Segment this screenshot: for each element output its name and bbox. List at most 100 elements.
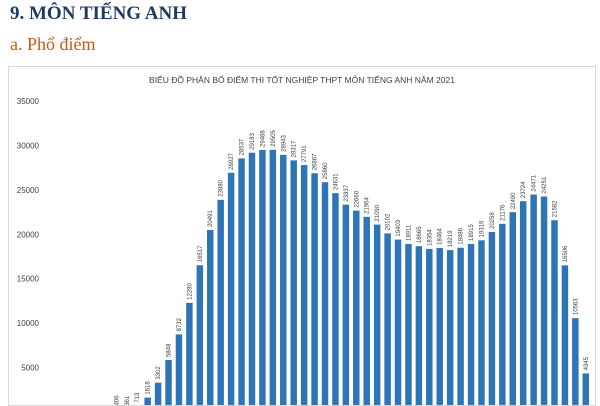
- bar: [436, 247, 443, 405]
- bar: [499, 223, 506, 405]
- bar-value-label: 18354: [427, 229, 433, 246]
- bar: [363, 216, 370, 405]
- bar-value-label: 713: [135, 392, 141, 403]
- bar-value-label: 24471: [532, 174, 538, 191]
- bar: [457, 247, 464, 405]
- bar-value-label: 18464: [438, 228, 444, 245]
- bar: [321, 182, 329, 405]
- bar: [259, 149, 266, 405]
- bar-value-label: 27791: [302, 145, 308, 162]
- bar-value-label: 361: [125, 395, 131, 405]
- y-tick-label: 15000: [17, 275, 40, 284]
- bar-value-label: 20491: [208, 210, 214, 227]
- bar: [561, 265, 569, 405]
- bar-value-label: 10563: [573, 298, 579, 315]
- bar: [300, 165, 308, 405]
- bar: [509, 212, 516, 405]
- bar-value-label: 22490: [511, 192, 517, 209]
- bar-value-label: 21964: [365, 196, 371, 213]
- bar: [519, 201, 527, 405]
- bar-value-label: 21090: [375, 204, 381, 221]
- bar-value-label: 18915: [469, 224, 475, 241]
- bar-value-label: 20102: [386, 213, 392, 230]
- bar-value-label: 18665: [417, 226, 423, 243]
- chart-container: BIỂU ĐỒ PHÂN BỐ ĐIỂM THI TỐT NGHIỆP THPT…: [8, 66, 596, 406]
- bar-value-label: 28943: [281, 134, 287, 151]
- bar: [342, 204, 350, 405]
- bar-value-label: 23724: [521, 181, 527, 198]
- bar-value-label: 3302: [156, 366, 162, 380]
- bar-value-label: 8732: [177, 317, 183, 331]
- bar-value-label: 20258: [490, 212, 496, 229]
- bar: [467, 243, 475, 405]
- bar-value-label: 28537: [240, 138, 246, 155]
- y-tick-label: 20000: [17, 230, 40, 239]
- bar-value-label: 23880: [219, 179, 225, 196]
- bar: [196, 265, 204, 405]
- bar-value-label: 18486: [459, 227, 465, 244]
- bar: [582, 373, 590, 405]
- y-tick-label: 35000: [17, 97, 40, 106]
- bar: [540, 196, 548, 405]
- bar: [238, 158, 245, 405]
- subsection-title: a. Phổ điểm: [10, 34, 96, 54]
- bar: [175, 334, 183, 405]
- y-tick-label: 5000: [21, 364, 39, 373]
- bar: [384, 233, 391, 405]
- bar-value-label: 24631: [333, 173, 339, 190]
- bar: [405, 243, 412, 405]
- bar-value-label: 16517: [198, 245, 204, 262]
- y-tick-label: 25000: [17, 186, 40, 195]
- bar: [373, 224, 381, 405]
- bar: [154, 382, 162, 405]
- bar-value-label: 22660: [354, 190, 360, 207]
- bar-value-label: 25860: [323, 162, 329, 179]
- bar-value-label: 16506: [563, 245, 569, 262]
- bar-value-label: 21176: [500, 204, 506, 221]
- bar: [415, 246, 423, 405]
- bar: [269, 149, 277, 405]
- bar-value-label: 26867: [313, 153, 319, 170]
- bar-value-label: 1618: [146, 381, 152, 395]
- bar-value-label: 24251: [542, 176, 548, 193]
- bar-value-label: 29183: [250, 132, 256, 149]
- bar: [144, 397, 151, 405]
- bar-value-label: 28317: [292, 140, 298, 157]
- bar-value-label: 29505: [271, 129, 277, 146]
- bar: [332, 193, 339, 405]
- bar: [217, 199, 224, 405]
- bar: [426, 248, 433, 405]
- y-tick-label: 30000: [17, 141, 40, 150]
- bar: [353, 210, 360, 405]
- section-title: 9. MÔN TIẾNG ANH: [10, 3, 188, 24]
- bar-value-label: 19403: [396, 219, 402, 236]
- bar-value-label: 21582: [552, 200, 558, 217]
- bar-value-label: 5848: [167, 343, 173, 357]
- bar: [572, 318, 579, 405]
- bar-value-label: 19319: [479, 220, 485, 237]
- chart-title: BIỂU ĐỒ PHÂN BỐ ĐIỂM THI TỐT NGHIỆP THPT…: [149, 74, 455, 85]
- bar: [311, 173, 318, 405]
- bar: [165, 360, 172, 405]
- bar-value-label: 26927: [229, 152, 235, 169]
- bar: [551, 220, 558, 405]
- bar: [248, 152, 256, 405]
- bar-value-label: 23337: [344, 184, 350, 201]
- y-tick-label: 10000: [17, 319, 40, 328]
- bar: [280, 154, 287, 405]
- bar-value-label: 12280: [187, 283, 193, 300]
- score-distribution-chart: BIỂU ĐỒ PHÂN BỐ ĐIỂM THI TỐT NGHIỆP THPT…: [17, 74, 590, 405]
- bar: [394, 239, 402, 405]
- bar: [446, 250, 454, 405]
- bar-value-label: 18911: [406, 224, 412, 241]
- bar: [207, 229, 214, 405]
- bar: [478, 240, 485, 405]
- bar: [186, 302, 193, 405]
- bar: [227, 172, 235, 405]
- bar-value-label: 29488: [260, 130, 266, 147]
- bar-value-label: 18219: [448, 230, 454, 247]
- bar: [488, 231, 496, 405]
- bar: [530, 194, 537, 405]
- bar: [290, 160, 297, 405]
- bar-value-label: 4345: [584, 356, 590, 370]
